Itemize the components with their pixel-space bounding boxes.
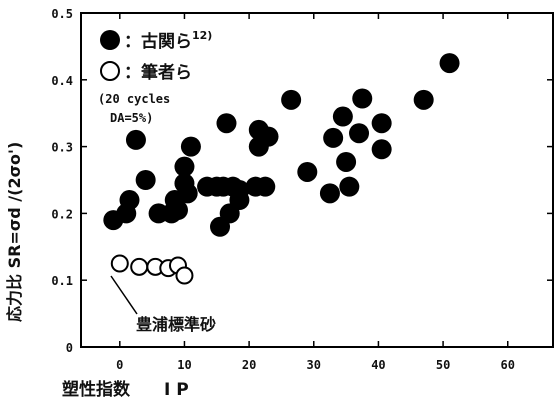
data-point-koseki bbox=[177, 183, 198, 204]
data-point-koseki bbox=[125, 129, 146, 150]
annotation-toyoura-sand: 豊浦標準砂 bbox=[136, 315, 216, 334]
tick-labels: 0 10 20 30 40 50 60 0 0.1 0.2 0.3 0.4 0.5 bbox=[51, 7, 515, 372]
data-point-koseki bbox=[352, 88, 373, 109]
data-point-koseki bbox=[216, 113, 237, 134]
x-tick-label: 60 bbox=[501, 358, 515, 372]
x-tick-label: 50 bbox=[436, 358, 450, 372]
y-tick-label: 0 bbox=[66, 341, 73, 355]
legend-open-marker bbox=[100, 61, 120, 81]
data-point-authors bbox=[175, 266, 194, 285]
data-point-koseki bbox=[229, 190, 250, 211]
legend-filled-marker bbox=[100, 30, 120, 50]
data-point-koseki bbox=[349, 123, 370, 144]
plot-frame bbox=[80, 12, 554, 348]
legend-entry-authors: ：筆者ら bbox=[124, 62, 192, 83]
data-point-koseki bbox=[339, 176, 360, 197]
data-point-koseki bbox=[323, 127, 344, 148]
data-point-koseki bbox=[439, 53, 460, 74]
x-axis-label: 塑性指数 I P bbox=[62, 379, 189, 400]
data-point-koseki bbox=[180, 136, 201, 157]
data-point-authors bbox=[130, 257, 149, 276]
x-tick-label: 30 bbox=[307, 358, 321, 372]
data-point-koseki bbox=[297, 161, 318, 182]
y-axis-label: 応力比 SR=σd /(2σo') bbox=[5, 142, 24, 322]
data-point-koseki bbox=[119, 190, 140, 211]
data-point-koseki bbox=[336, 151, 357, 172]
annotation-leader-line bbox=[110, 275, 138, 315]
x-tick-label: 20 bbox=[242, 358, 256, 372]
data-point-koseki bbox=[135, 170, 156, 190]
y-tick-label: 0.5 bbox=[51, 7, 73, 21]
y-tick-label: 0.1 bbox=[51, 274, 73, 288]
data-point-koseki bbox=[371, 113, 392, 134]
data-point-koseki bbox=[258, 126, 279, 147]
legend-entry-koseki: ：古関ら12) bbox=[124, 29, 212, 52]
data-point-authors bbox=[110, 254, 129, 273]
x-tick-label: 0 bbox=[116, 358, 123, 372]
y-tick-label: 0.4 bbox=[51, 74, 73, 88]
legend-note-da: DA=5%) bbox=[110, 111, 153, 125]
data-point-koseki bbox=[371, 139, 392, 160]
data-point-koseki bbox=[332, 106, 353, 127]
data-point-koseki bbox=[255, 176, 276, 197]
legend-note-cycles: (20 cycles bbox=[98, 92, 170, 106]
y-tick-label: 0.3 bbox=[51, 141, 73, 155]
data-point-koseki bbox=[413, 89, 434, 110]
data-point-koseki bbox=[319, 183, 340, 204]
data-point-koseki bbox=[281, 89, 302, 110]
legend: ：古関ら12) ：筆者ら (20 cycles DA=5%) bbox=[98, 29, 212, 125]
x-tick-label: 40 bbox=[371, 358, 385, 372]
y-tick-label: 0.2 bbox=[51, 207, 73, 221]
x-tick-label: 10 bbox=[177, 358, 191, 372]
axes bbox=[80, 12, 554, 348]
data-points bbox=[103, 53, 460, 285]
data-point-koseki bbox=[167, 200, 188, 221]
data-point-koseki bbox=[174, 156, 195, 177]
